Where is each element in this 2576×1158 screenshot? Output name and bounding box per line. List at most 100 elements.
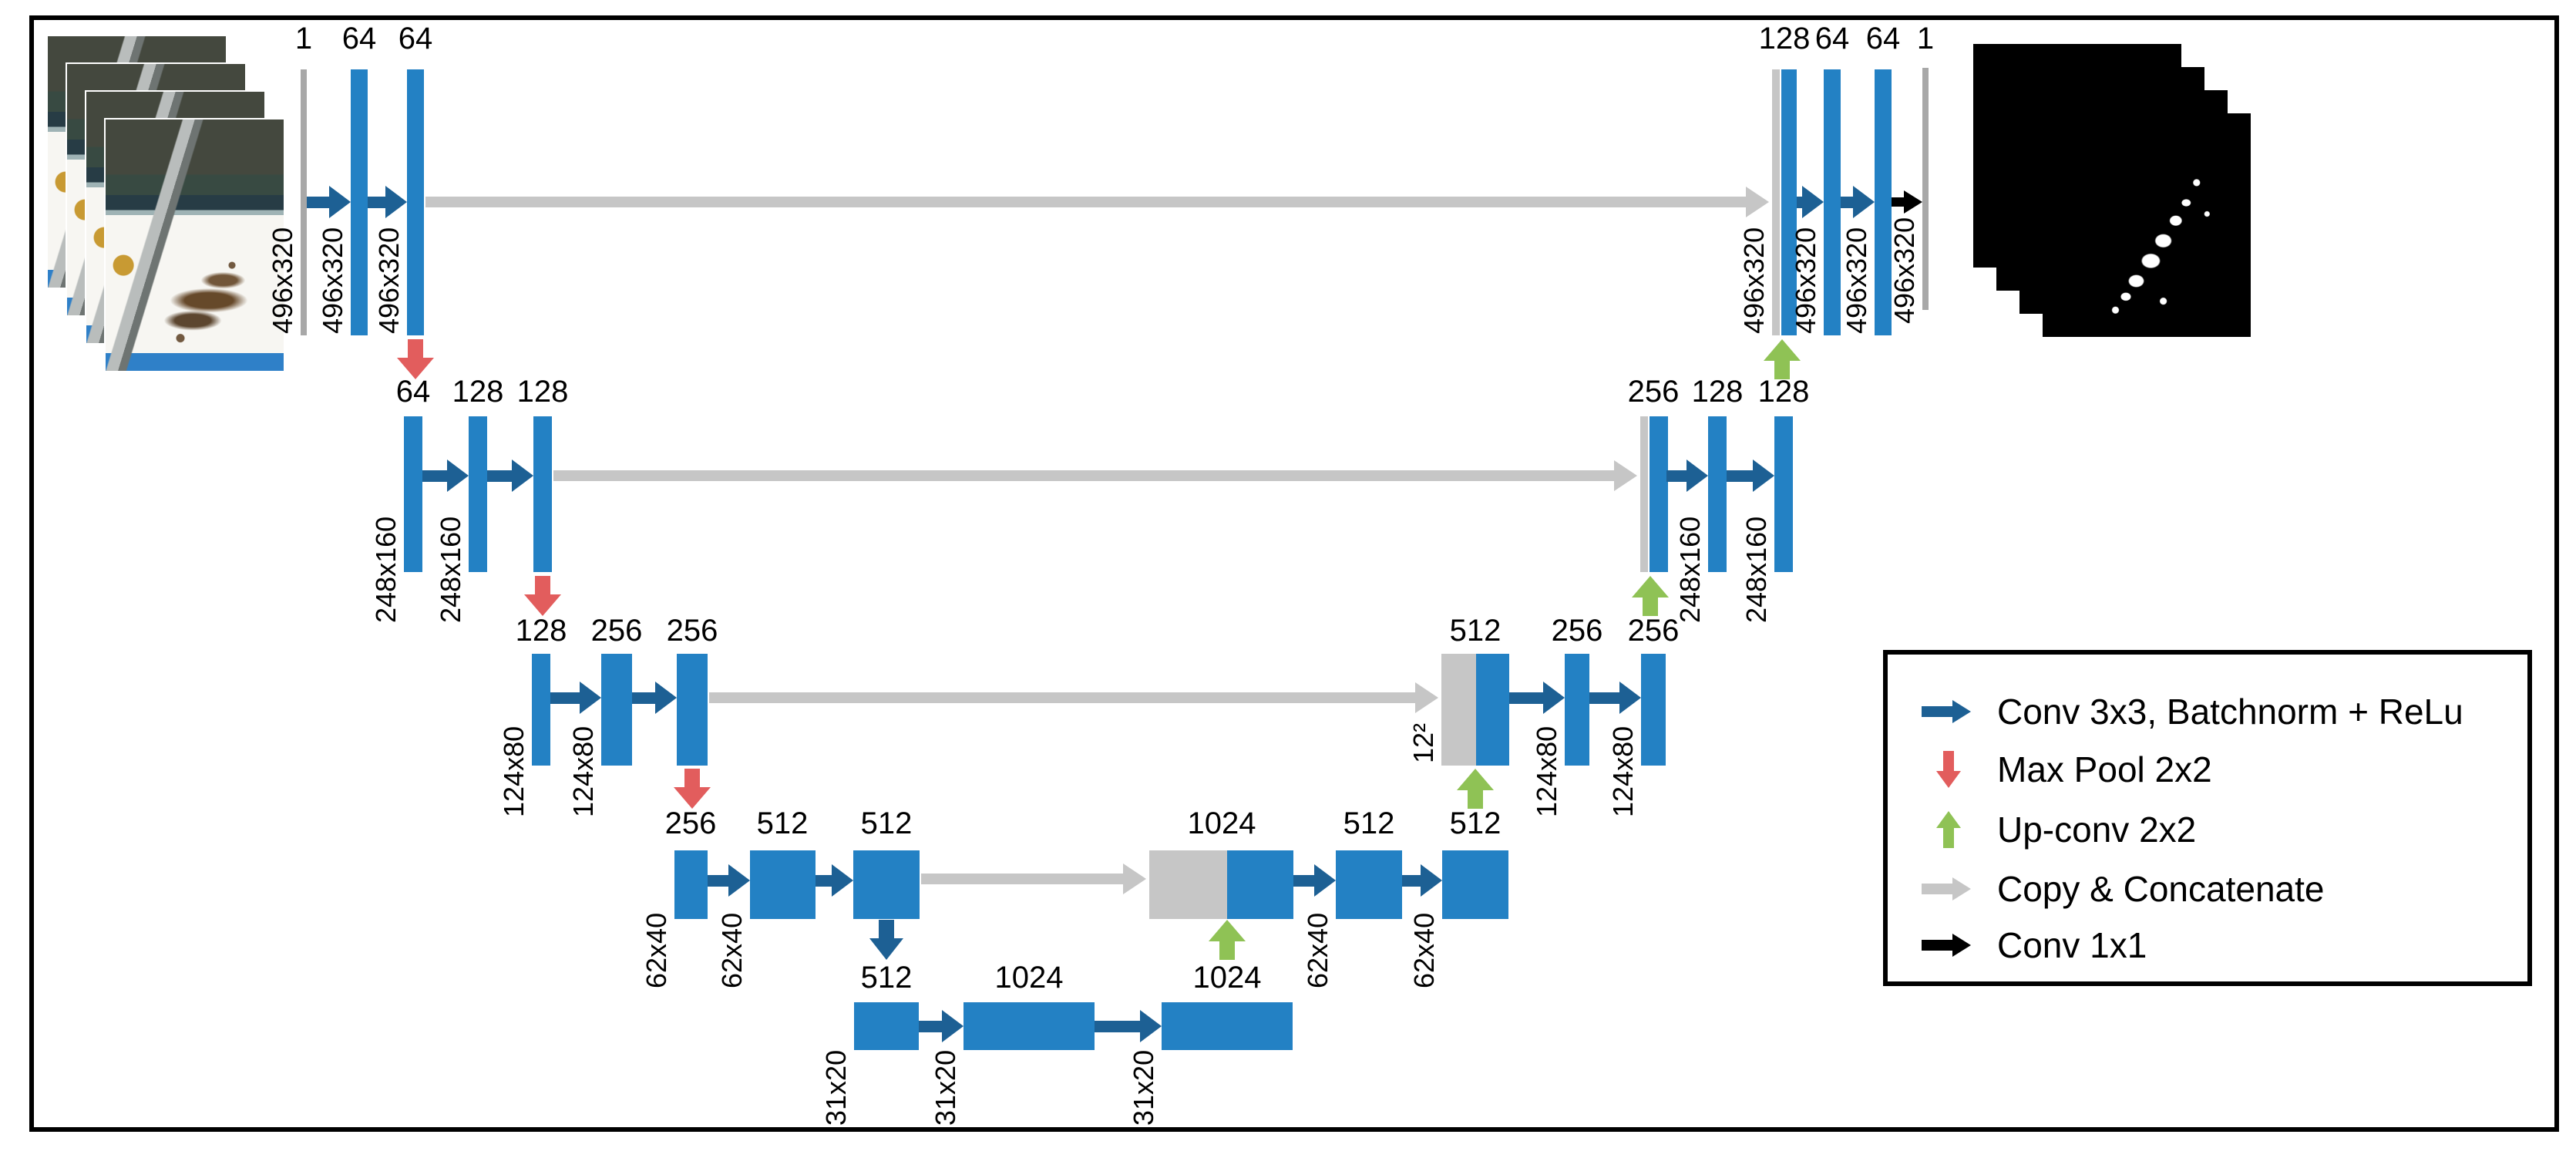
spatial-size-label: 496x320 [1841,227,1872,334]
channel-count-label: 64 [1865,22,1901,56]
input-image [104,118,285,372]
channel-count-label: 256 [664,806,717,840]
feature-map-bar [853,850,920,919]
feature-map-bar [1824,69,1841,335]
copied-feature-map-bar [1441,654,1476,766]
feature-map-bar [404,416,422,572]
conv3x3-arrow [550,682,601,714]
conv3x3-arrow [422,459,469,492]
spatial-size-label: 496x320 [267,227,298,334]
one-channel-map-bar [1922,68,1929,310]
feature-map-bar [1336,850,1402,919]
spatial-size-label: 12² [1407,722,1439,763]
conv3x3-arrow [307,186,351,218]
spatial-size-label: 124x80 [1607,725,1639,817]
channel-count-label: 256 [1627,614,1680,648]
feature-map-bar [1650,416,1668,572]
feature-map-bar [532,654,550,766]
spatial-size-label: 124x80 [1531,725,1562,817]
feature-map-bar [1476,654,1509,766]
conv3x3-arrow [1727,459,1774,492]
channel-count-label: 512 [1343,806,1395,840]
feature-map-bar [674,850,708,919]
channel-count-label: 1024 [1192,961,1262,995]
channel-count-label: 256 [590,614,643,648]
conv1x1-arrow [1892,190,1922,214]
legend-label: Conv 3x3, Batchnorm + ReLu [1997,692,2463,732]
up-conv-arrow-icon [1922,811,1976,848]
legend-item-conv3x3: Conv 3x3, Batchnorm + ReLu [1922,690,2463,733]
spatial-size-label: 31x20 [930,1049,961,1126]
feature-map-bar [1875,69,1892,335]
conv3x3-arrow [632,682,677,714]
up-conv-arrow [1209,920,1246,960]
feature-map-bar [601,654,632,766]
feature-map-bar [1162,1002,1293,1050]
legend-item-maxpool: Max Pool 2x2 [1922,748,2212,791]
feature-map-bar [407,69,424,335]
conv3x3-arrow [919,1010,963,1042]
conv3x3-arrow [1293,864,1336,897]
figure-border [29,15,2559,1132]
max-pool-arrow [397,339,434,379]
copy-concatenate-arrow [921,863,1146,894]
one-channel-map-bar [301,69,307,335]
feature-map-bar [351,69,368,335]
legend-item-upconv: Up-conv 2x2 [1922,808,2196,851]
channel-count-label: 1 [1916,22,1935,56]
max-pool-arrow [524,576,561,616]
spatial-size-label: 496x320 [317,227,348,334]
feature-map-bar [750,850,816,919]
spatial-size-label: 124x80 [498,725,530,817]
channel-count-label: 64 [398,22,433,56]
feature-map-bar [963,1002,1095,1050]
spatial-size-label: 62x40 [716,912,748,988]
channel-count-label: 512 [756,806,809,840]
conv3x3-arrow [708,864,750,897]
max-pool-arrow-icon [1922,751,1976,788]
channel-count-label: 128 [515,614,567,648]
copy-concatenate-arrow [425,187,1769,217]
spatial-size-label: 496x320 [1738,227,1770,334]
channel-count-label: 512 [860,806,913,840]
spatial-size-label: 62x40 [1408,912,1440,988]
spatial-size-label: 248x160 [435,516,466,623]
spatial-size-label: 124x80 [567,725,599,817]
legend-label: Copy & Concatenate [1997,869,2325,909]
copy-concatenate-arrow [553,460,1637,491]
channel-count-label: 512 [860,961,913,995]
legend-label: Up-conv 2x2 [1997,810,2197,850]
channel-count-label: 128 [1757,375,1810,409]
conv3x3-arrow [1402,864,1442,897]
conv-arrow-icon [1922,700,1976,723]
conv3x3-arrow [487,459,533,492]
spatial-size-label: 248x160 [1674,516,1706,623]
channel-count-label: 1024 [994,961,1064,995]
copied-feature-map-bar [1772,69,1780,335]
conv3x3-arrow [816,864,853,897]
conv3x3-arrow [368,186,407,218]
feature-map-bar [854,1002,919,1050]
copied-feature-map-bar [1640,416,1648,572]
conv3x3-arrow [1841,186,1875,218]
channel-count-label: 1 [294,22,313,56]
conv3x3-down-arrow [869,920,903,960]
spatial-size-label: 62x40 [1302,912,1333,988]
channel-count-label: 256 [1551,614,1603,648]
channel-count-label: 256 [1627,375,1680,409]
conv1x1-arrow-icon [1922,934,1976,957]
copy-concatenate-arrow-icon [1922,877,1976,900]
conv3x3-arrow [1797,186,1824,218]
spatial-size-label: 248x160 [370,516,402,623]
spatial-size-label: 62x40 [641,912,672,988]
channel-count-label: 1024 [1187,806,1256,840]
feature-map-bar [1227,850,1293,919]
channel-count-label: 128 [1691,375,1744,409]
feature-map-bar [469,416,487,572]
channel-count-label: 256 [666,614,718,648]
channel-count-label: 512 [1449,806,1502,840]
channel-count-label: 128 [452,375,504,409]
feature-map-bar [677,654,708,766]
conv3x3-arrow [1589,682,1641,714]
